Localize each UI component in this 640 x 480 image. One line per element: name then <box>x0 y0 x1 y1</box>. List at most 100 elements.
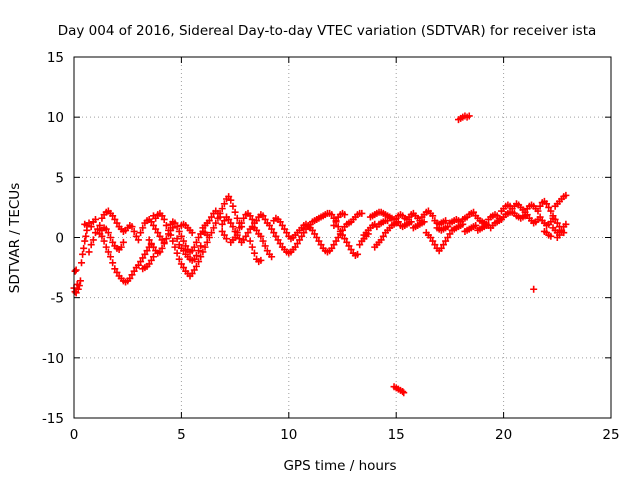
data-point <box>128 223 136 231</box>
data-point <box>225 215 233 223</box>
data-point <box>336 230 344 238</box>
data-point <box>71 288 79 296</box>
data-point <box>311 230 319 238</box>
data-point <box>85 248 93 256</box>
data-point <box>111 265 119 273</box>
data-point <box>177 260 185 268</box>
data-point <box>152 225 160 233</box>
data-point <box>227 196 235 204</box>
data-point <box>328 244 336 252</box>
data-point <box>384 217 392 225</box>
data-point <box>76 277 84 285</box>
data-point <box>158 244 166 252</box>
data-point <box>562 191 570 199</box>
data-point <box>231 208 239 216</box>
data-point <box>132 232 140 240</box>
data-point <box>229 202 237 210</box>
data-point <box>147 256 155 264</box>
data-point <box>98 214 106 222</box>
data-point <box>175 241 183 249</box>
data-point <box>229 223 237 231</box>
data-point <box>364 230 372 238</box>
data-point <box>152 214 160 222</box>
data-point <box>242 232 250 240</box>
data-point <box>119 238 127 246</box>
data-point <box>470 208 478 216</box>
data-point <box>145 260 153 268</box>
data-point <box>472 221 480 229</box>
x-tick-label: 10 <box>280 427 297 443</box>
data-point <box>562 220 570 228</box>
data-point <box>107 234 115 241</box>
data-point <box>190 266 198 274</box>
data-point <box>104 229 112 237</box>
data-point <box>317 241 325 249</box>
data-point <box>330 241 338 249</box>
data-point <box>192 252 200 260</box>
data-point <box>253 217 261 225</box>
data-point <box>139 254 147 262</box>
data-point <box>259 237 267 245</box>
data-point <box>177 232 185 240</box>
data-point <box>347 246 355 254</box>
data-point <box>160 240 168 248</box>
data-point <box>188 229 196 237</box>
data-point <box>87 241 95 249</box>
data-point <box>553 234 561 241</box>
y-tick-label: 15 <box>47 50 64 66</box>
y-tick-label: 5 <box>55 170 64 186</box>
data-point <box>182 242 190 250</box>
data-point <box>205 234 213 241</box>
data-point <box>268 225 276 233</box>
data-point <box>276 240 284 248</box>
data-point <box>171 243 179 251</box>
data-point <box>180 237 188 245</box>
data-point <box>89 236 97 244</box>
data-point <box>334 234 342 241</box>
data-point <box>235 224 243 232</box>
data-point <box>547 207 555 215</box>
data-point <box>201 243 209 251</box>
data-point <box>341 211 349 219</box>
data-point <box>313 234 321 241</box>
x-tick-label: 20 <box>495 427 512 443</box>
data-point <box>330 221 338 229</box>
data-point <box>270 229 278 237</box>
data-point <box>334 223 342 231</box>
data-point <box>227 219 235 227</box>
data-point <box>169 237 177 245</box>
data-point <box>137 258 145 266</box>
y-tick-label: 10 <box>47 110 64 126</box>
data-point <box>240 236 248 244</box>
data-point <box>102 243 110 251</box>
data-point <box>188 270 196 278</box>
data-point <box>212 219 220 227</box>
data-point <box>134 261 142 269</box>
data-point <box>130 267 138 275</box>
data-point <box>218 205 226 213</box>
data-point <box>291 243 299 251</box>
data-point <box>246 212 254 220</box>
data-point <box>281 225 289 233</box>
data-point <box>558 227 566 235</box>
data-point <box>272 232 280 240</box>
data-point <box>180 247 188 255</box>
data-point <box>427 234 435 241</box>
data-point <box>233 229 241 237</box>
data-point <box>358 209 366 217</box>
data-point <box>276 218 284 226</box>
data-point <box>149 253 157 261</box>
data-point <box>379 232 387 240</box>
data-point <box>134 236 142 244</box>
data-point <box>207 229 215 237</box>
data-point <box>377 236 385 244</box>
data-point <box>551 215 559 223</box>
data-point <box>190 255 198 263</box>
data-point <box>278 221 286 229</box>
data-point <box>233 214 241 222</box>
y-axis-label: SDTVAR / TECUs <box>7 183 23 293</box>
data-point <box>192 262 200 270</box>
data-point <box>109 212 117 220</box>
data-point <box>214 209 222 217</box>
